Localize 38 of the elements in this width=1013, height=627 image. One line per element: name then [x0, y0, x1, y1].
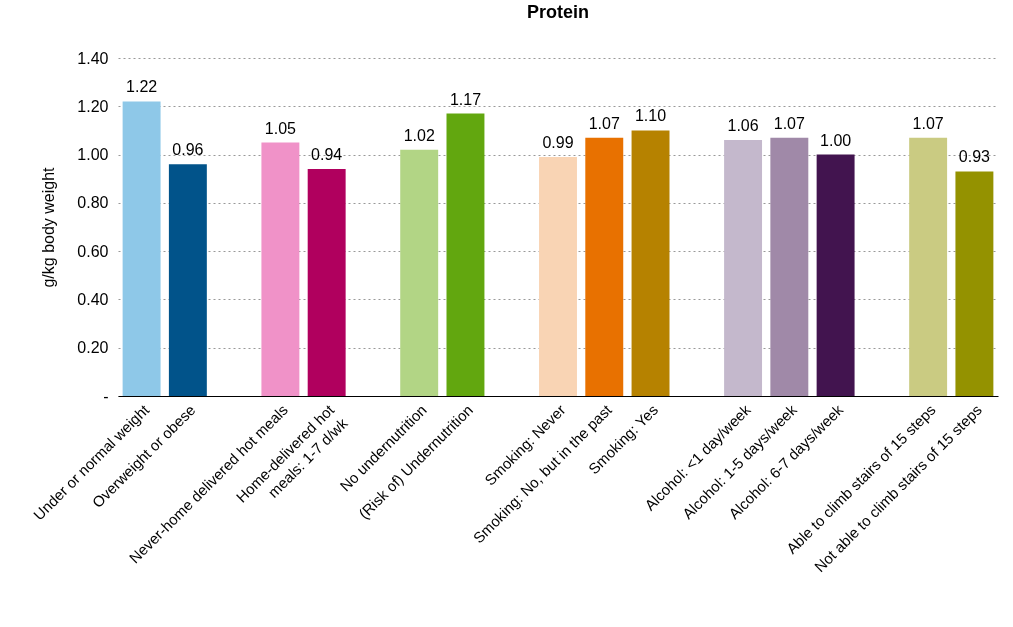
y-tick-label: 0.40 [77, 290, 109, 308]
y-tick-label: 1.40 [77, 49, 109, 67]
bar [168, 164, 207, 396]
data-label: 1.06 [727, 117, 759, 135]
y-tick-label: 1.20 [77, 97, 109, 115]
bar [585, 137, 624, 396]
y-tick-label: - [103, 387, 109, 405]
bar [122, 101, 161, 396]
y-tick-label: 1.00 [77, 146, 109, 164]
bar [261, 142, 300, 396]
bar [909, 137, 948, 396]
data-label: 1.00 [820, 131, 852, 149]
bar [307, 169, 346, 396]
y-tick-label: 0.20 [77, 339, 109, 357]
data-label: 1.05 [264, 119, 297, 137]
data-label: 0.99 [542, 133, 574, 151]
bar [770, 137, 809, 396]
data-label: 1.07 [773, 114, 806, 132]
data-label: 1.10 [634, 107, 667, 125]
bar [955, 171, 994, 396]
chart-title: Protein [526, 2, 590, 22]
y-tick-label: 0.60 [77, 242, 109, 260]
bar [816, 154, 855, 396]
bar [539, 156, 577, 396]
data-label: 0.93 [958, 148, 991, 166]
y-tick-label: 0.80 [77, 194, 109, 212]
data-label: 0.96 [172, 141, 204, 159]
data-label: 1.22 [126, 78, 158, 96]
data-label: 0.94 [311, 146, 343, 164]
y-axis-title: g/kg body weight [40, 166, 58, 288]
data-label: 1.07 [588, 114, 620, 132]
bar [446, 113, 485, 396]
bar [400, 149, 439, 396]
data-label: 1.02 [403, 126, 435, 144]
data-label: 1.07 [912, 114, 944, 132]
bar [631, 130, 670, 396]
bar [724, 140, 763, 396]
data-label: 1.17 [449, 90, 482, 108]
